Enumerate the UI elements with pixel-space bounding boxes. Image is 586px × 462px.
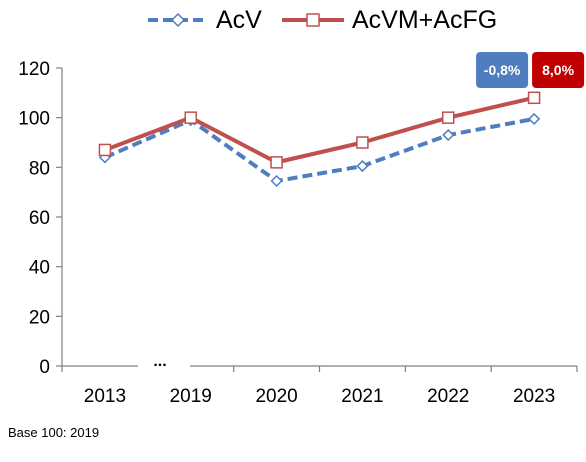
y-tick-label: 120 bbox=[18, 59, 50, 80]
x-axis-ticks: 2013 2019 2020 2021 2022 2023 bbox=[61, 366, 578, 407]
data-point-acv bbox=[442, 128, 455, 142]
legend-label-acv: AcV bbox=[216, 6, 262, 34]
series-line-acv bbox=[104, 116, 535, 183]
annotation-badge bbox=[532, 52, 585, 88]
y-tick-label: 60 bbox=[29, 208, 50, 229]
legend-item-acv: AcV bbox=[148, 6, 262, 34]
x-tick-label: 2022 bbox=[427, 386, 469, 407]
base-note: Base 100: 2019 bbox=[8, 425, 100, 440]
legend-item-acvm-acfg: AcVM+AcFG bbox=[282, 6, 497, 34]
y-tick-label: 20 bbox=[29, 307, 50, 328]
axis-break-marker: ... bbox=[153, 353, 166, 370]
y-tick-label: 80 bbox=[29, 158, 50, 179]
x-tick-label: 2019 bbox=[170, 386, 212, 407]
data-point-acv bbox=[528, 112, 541, 125]
y-tick-label: 0 bbox=[39, 357, 50, 378]
legend-marker-acv bbox=[170, 12, 186, 28]
data-point-acvm-acfg bbox=[442, 111, 455, 124]
data-point-acvm-acfg bbox=[184, 111, 197, 124]
axis-break-gap bbox=[138, 357, 190, 373]
legend: AcV AcVM+AcFG bbox=[148, 6, 497, 34]
data-point-acvm-acfg bbox=[270, 156, 283, 169]
legend-label-acvm-acfg: AcVM+AcFG bbox=[352, 6, 497, 34]
x-tick-label: 2013 bbox=[84, 386, 126, 407]
x-tick-label: 2020 bbox=[255, 386, 297, 407]
annotation-badge-text: -0,8% bbox=[484, 62, 521, 78]
data-point-acvm-acfg bbox=[356, 136, 369, 149]
y-tick-label: 40 bbox=[29, 258, 50, 279]
legend-marker-acvm-acfg bbox=[306, 13, 320, 27]
y-axis-ticks: 0 20 40 60 80 100 120 bbox=[18, 59, 62, 378]
data-point-acvm-acfg bbox=[98, 143, 112, 157]
x-tick-label: 2023 bbox=[513, 386, 555, 407]
data-point-acv bbox=[270, 174, 283, 188]
annotation-badges: -0,8% 8,0% bbox=[476, 52, 585, 88]
annotation-badge-text: 8,0% bbox=[542, 62, 574, 78]
series-line-acvm-acfg bbox=[104, 95, 535, 165]
x-tick-label: 2021 bbox=[341, 386, 383, 407]
series-layer bbox=[98, 91, 541, 188]
annotation-badge bbox=[476, 52, 529, 88]
data-point-acvm-acfg bbox=[527, 91, 541, 105]
y-tick-label: 100 bbox=[18, 109, 50, 130]
data-point-acv bbox=[356, 160, 369, 173]
